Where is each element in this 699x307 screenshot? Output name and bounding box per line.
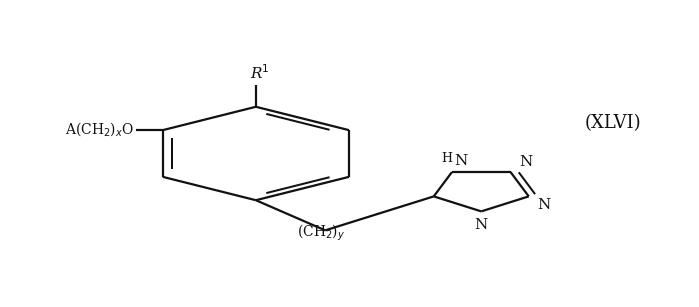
Text: (XLVI): (XLVI)	[584, 114, 641, 132]
Text: (CH$_2$)$_y$: (CH$_2$)$_y$	[298, 223, 346, 243]
Text: N: N	[475, 218, 488, 232]
Text: N: N	[537, 198, 550, 212]
Text: N: N	[454, 154, 467, 169]
Text: H: H	[441, 153, 452, 165]
Text: A(CH$_2$)$_x$O: A(CH$_2$)$_x$O	[64, 120, 134, 138]
Text: N: N	[519, 155, 532, 169]
Text: R$^1$: R$^1$	[250, 63, 269, 82]
